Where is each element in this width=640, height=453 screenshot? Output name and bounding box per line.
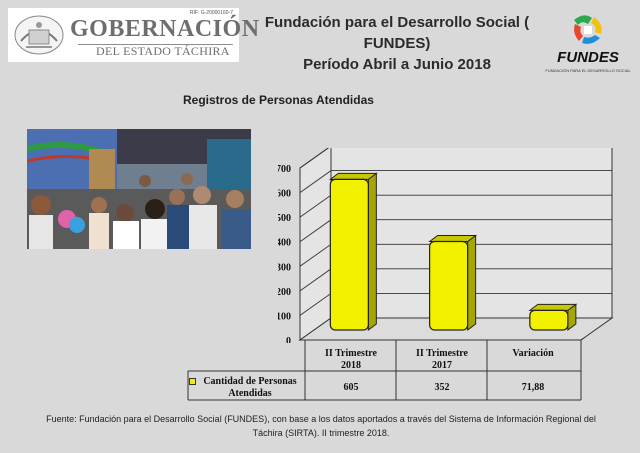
bar-1 xyxy=(428,234,478,331)
table-cell-2018: 605 xyxy=(343,382,359,393)
chart-subtitle: Registros de Personas Atendidas xyxy=(183,93,374,107)
table-cell-2017: 352 xyxy=(434,382,450,393)
y-tick-label: 100 xyxy=(278,311,291,322)
gobernacion-rif: RIF: G-20000160-7 xyxy=(189,10,233,16)
bar-chart: 0 100 200 300 400 500 600 700 xyxy=(278,148,614,343)
y-tick-label: 300 xyxy=(278,262,291,273)
bar-2 xyxy=(528,303,578,331)
state-seal-icon xyxy=(14,15,64,55)
title-line-2: Período Abril a Junio 2018 xyxy=(303,56,491,73)
page-title: Fundación para el Desarrollo Social ( FU… xyxy=(238,12,556,75)
gobernacion-logo: RIF: G-20000160-7 GOBERNACIÓN DEL ESTADO… xyxy=(8,8,259,62)
table-header-2018: II Trimestre 2018 xyxy=(325,348,377,371)
title-line-1: Fundación para el Desarrollo Social ( FU… xyxy=(264,14,530,52)
y-tick-label: 400 xyxy=(278,238,291,249)
event-photo xyxy=(27,129,251,249)
gobernacion-rule xyxy=(78,44,233,45)
fundes-wordmark: FUNDES xyxy=(557,49,619,66)
chart-side-wall xyxy=(299,148,332,341)
table-cell-variacion: 71,88 xyxy=(521,382,545,393)
gobernacion-state: DEL ESTADO TÁCHIRA xyxy=(96,44,230,58)
y-tick-label: 200 xyxy=(278,287,291,298)
gobernacion-name: GOBERNACIÓN xyxy=(70,16,260,42)
table-header-variacion: Variación xyxy=(512,348,554,359)
table-header-2017: II Trimestre 2017 xyxy=(416,348,468,371)
fundes-tagline: FUNDACIÓN PARA EL DESARROLLO SOCIAL xyxy=(545,68,631,73)
y-tick-label: 0 xyxy=(286,336,291,343)
y-tick-label: 700 xyxy=(278,164,291,175)
y-tick-label: 600 xyxy=(278,189,291,200)
fundes-logo: FUNDES FUNDACIÓN PARA EL DESARROLLO SOCI… xyxy=(545,12,631,78)
gridline xyxy=(299,148,329,169)
legend-series-label: Cantidad de Personas Atendidas xyxy=(203,376,297,399)
data-table-grid xyxy=(187,338,585,401)
source-footer: Fuente: Fundación para el Desarrollo Soc… xyxy=(46,414,596,438)
fundes-emblem-icon xyxy=(574,15,602,44)
gridline xyxy=(299,170,612,193)
y-tick-label: 500 xyxy=(278,213,291,224)
legend-swatch xyxy=(189,378,196,385)
bar-0 xyxy=(328,172,378,331)
